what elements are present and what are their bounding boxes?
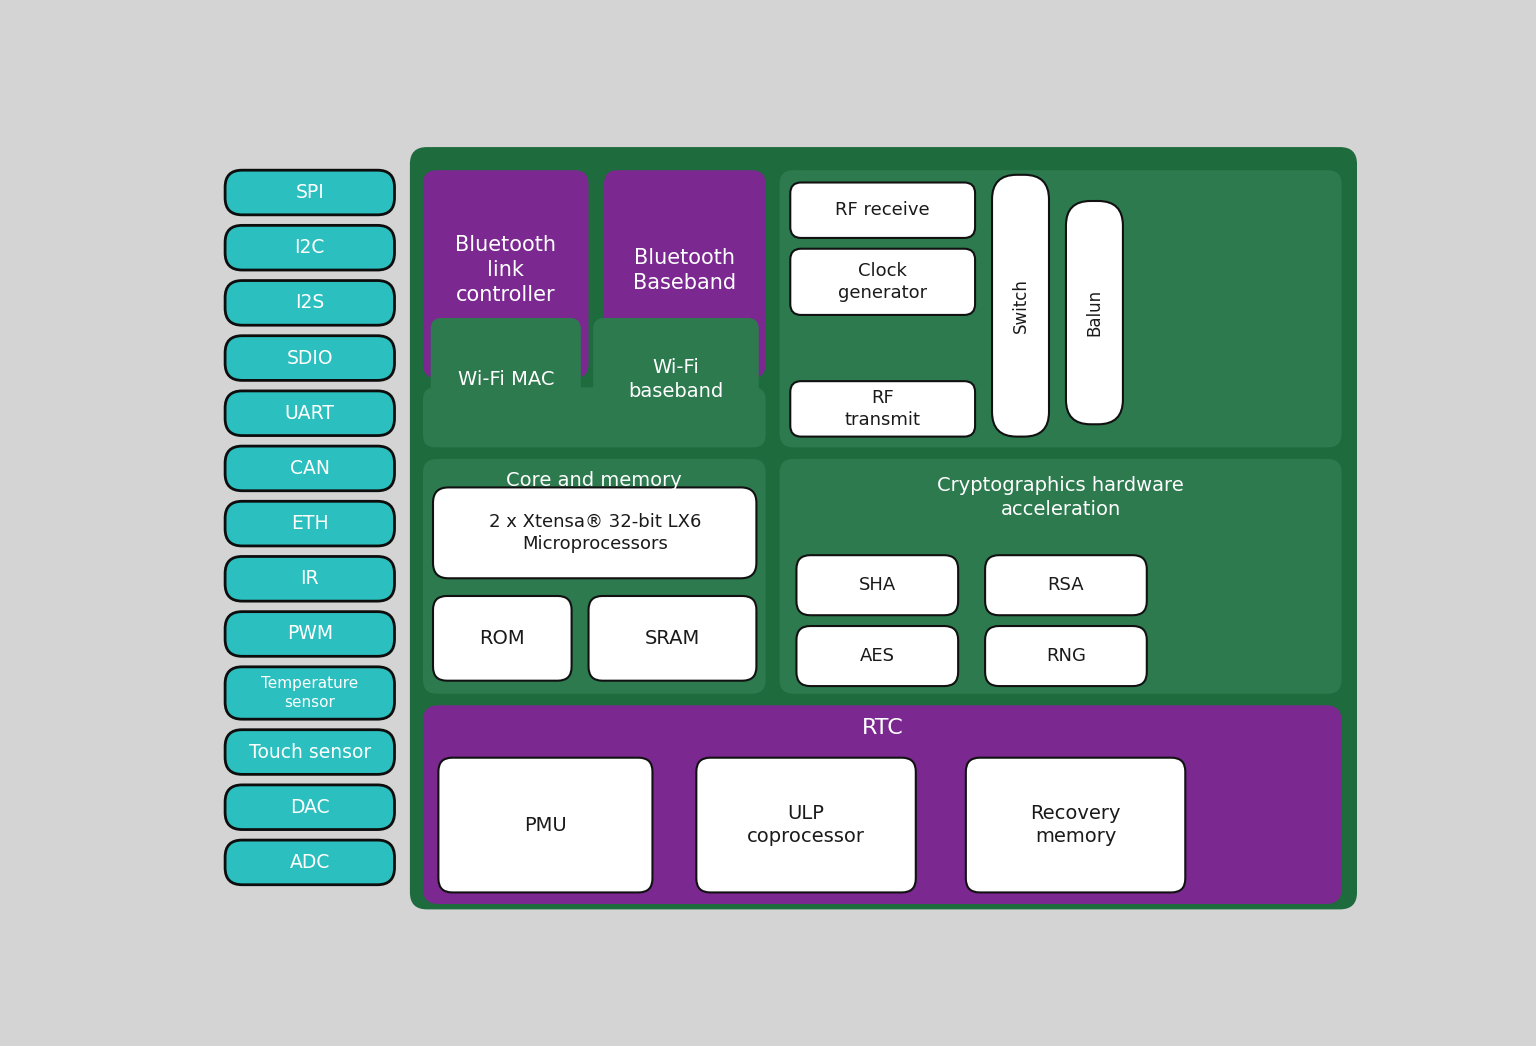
Text: ULP
coprocessor: ULP coprocessor	[746, 803, 865, 846]
FancyBboxPatch shape	[430, 318, 581, 441]
Text: ADC: ADC	[290, 852, 330, 872]
Text: CAN: CAN	[290, 459, 330, 478]
FancyBboxPatch shape	[226, 336, 395, 381]
FancyBboxPatch shape	[985, 626, 1147, 686]
FancyBboxPatch shape	[593, 318, 759, 441]
FancyBboxPatch shape	[791, 249, 975, 315]
FancyBboxPatch shape	[226, 446, 395, 491]
FancyBboxPatch shape	[226, 391, 395, 435]
Text: SHA: SHA	[859, 576, 895, 594]
Text: RF receive: RF receive	[836, 201, 929, 220]
FancyBboxPatch shape	[226, 280, 395, 325]
Text: Touch sensor: Touch sensor	[249, 743, 370, 761]
FancyBboxPatch shape	[422, 705, 1341, 904]
Text: Bluetooth
link
controller: Bluetooth link controller	[455, 235, 556, 305]
FancyBboxPatch shape	[422, 459, 765, 693]
Text: RTC: RTC	[862, 719, 903, 738]
FancyBboxPatch shape	[779, 459, 1341, 693]
Text: I2S: I2S	[295, 293, 324, 313]
Text: RF
transmit: RF transmit	[845, 389, 920, 429]
Text: Cryptographics hardware
acceleration: Cryptographics hardware acceleration	[937, 476, 1184, 519]
Text: AES: AES	[860, 647, 895, 665]
Text: Balun: Balun	[1086, 289, 1103, 336]
FancyBboxPatch shape	[433, 596, 571, 681]
Text: Clock
generator: Clock generator	[839, 262, 928, 302]
FancyBboxPatch shape	[779, 170, 1341, 448]
FancyBboxPatch shape	[992, 175, 1049, 436]
Text: RNG: RNG	[1046, 647, 1086, 665]
Text: Wi-Fi
baseband: Wi-Fi baseband	[628, 359, 723, 401]
Text: Bluetooth
Baseband: Bluetooth Baseband	[633, 248, 736, 293]
Text: ROM: ROM	[479, 629, 525, 647]
FancyBboxPatch shape	[226, 225, 395, 270]
Text: ETH: ETH	[290, 515, 329, 533]
Text: 2 x Xtensa® 32-bit LX6
Microprocessors: 2 x Xtensa® 32-bit LX6 Microprocessors	[488, 513, 700, 553]
FancyBboxPatch shape	[215, 142, 1359, 914]
FancyBboxPatch shape	[226, 170, 395, 214]
Text: Core and memory: Core and memory	[507, 471, 682, 490]
Text: SPI: SPI	[295, 183, 324, 202]
FancyBboxPatch shape	[985, 555, 1147, 615]
FancyBboxPatch shape	[604, 170, 765, 378]
FancyBboxPatch shape	[410, 147, 1356, 909]
FancyBboxPatch shape	[226, 501, 395, 546]
FancyBboxPatch shape	[797, 626, 958, 686]
FancyBboxPatch shape	[1066, 201, 1123, 425]
Text: PMU: PMU	[524, 816, 567, 835]
Text: RSA: RSA	[1048, 576, 1084, 594]
Text: Recovery
memory: Recovery memory	[1031, 803, 1121, 846]
Text: DAC: DAC	[290, 798, 330, 817]
FancyBboxPatch shape	[433, 487, 756, 578]
FancyBboxPatch shape	[422, 170, 588, 378]
FancyBboxPatch shape	[226, 730, 395, 774]
Text: I2C: I2C	[295, 238, 326, 257]
Text: SDIO: SDIO	[287, 348, 333, 367]
FancyBboxPatch shape	[966, 757, 1186, 892]
FancyBboxPatch shape	[226, 612, 395, 656]
Text: Temperature
sensor: Temperature sensor	[261, 676, 358, 710]
Text: Switch: Switch	[1012, 278, 1029, 333]
Text: PWM: PWM	[287, 624, 333, 643]
FancyBboxPatch shape	[226, 840, 395, 885]
FancyBboxPatch shape	[422, 387, 765, 448]
FancyBboxPatch shape	[226, 556, 395, 601]
FancyBboxPatch shape	[226, 784, 395, 829]
FancyBboxPatch shape	[797, 555, 958, 615]
FancyBboxPatch shape	[226, 667, 395, 720]
FancyBboxPatch shape	[438, 757, 653, 892]
FancyBboxPatch shape	[588, 596, 756, 681]
FancyBboxPatch shape	[696, 757, 915, 892]
Text: Wi-Fi MAC: Wi-Fi MAC	[458, 370, 554, 389]
Text: IR: IR	[301, 569, 319, 588]
Text: SRAM: SRAM	[645, 629, 700, 647]
FancyBboxPatch shape	[791, 381, 975, 436]
Text: UART: UART	[284, 404, 335, 423]
FancyBboxPatch shape	[791, 182, 975, 237]
